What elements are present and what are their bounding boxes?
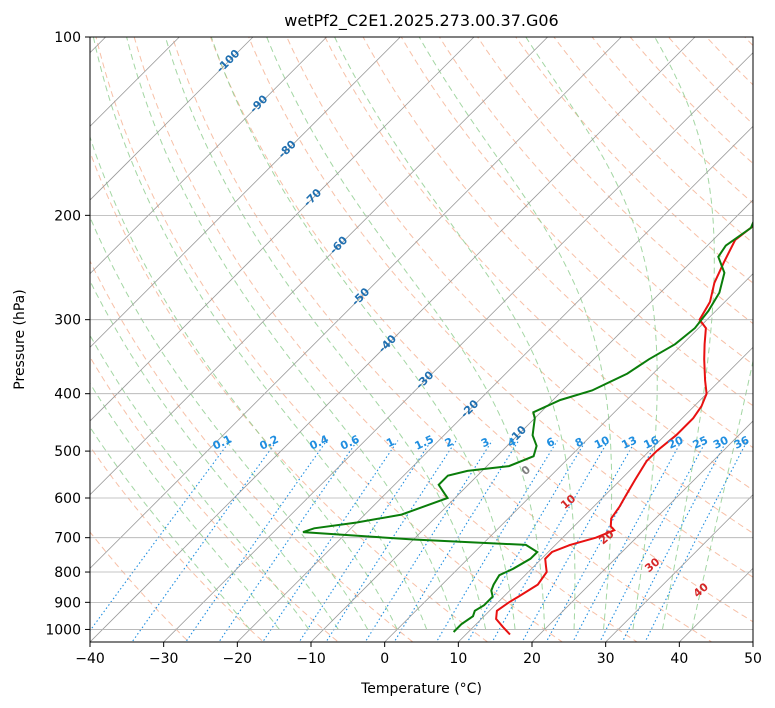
y-axis: 100 200 300 400 500 600 700 800 900 1000: [45, 30, 90, 638]
dry-adiabat: [90, 445, 265, 642]
dry-adiabat: [362, 37, 753, 449]
y-tick-label: 1000: [45, 622, 81, 638]
x-tick-label: 40: [670, 651, 688, 667]
moist-adiabat: [418, 37, 613, 630]
plot-frame: [89, 36, 754, 643]
pressure-grid: [90, 37, 753, 630]
mixing-ratio-line: [466, 440, 587, 642]
y-tick-label: 900: [54, 595, 81, 611]
moist-adiabat: [90, 426, 251, 630]
moist-adiabat: [266, 37, 546, 630]
mixing-ratio-line: [521, 440, 637, 642]
moist-adiabat: [334, 37, 576, 630]
moist-adiabat: [210, 37, 516, 630]
mixing-ratio-line: [491, 440, 609, 642]
mixing-ratio-line: [435, 440, 558, 642]
x-tick-label: 50: [744, 651, 762, 667]
isotherm-line: [531, 420, 753, 642]
dry-adiabat: [95, 37, 564, 642]
x-tick-label: 30: [597, 651, 615, 667]
y-tick-label: 800: [54, 565, 81, 581]
plot-area: [90, 37, 753, 642]
mixing-ratio-label: 36: [732, 433, 752, 451]
mixing-ratio-label: 10: [592, 433, 612, 451]
x-tick-label: −20: [223, 651, 253, 667]
isotherm-line: [90, 37, 401, 348]
y-tick-label: 200: [54, 208, 81, 224]
x-tick-label: −40: [75, 651, 105, 667]
x-axis: −40 −30 −20 −10 0 10 20 30 40 50: [75, 642, 762, 667]
x-tick-label: −30: [149, 651, 179, 667]
isotherm-line: [90, 37, 475, 422]
moist-adiabat: [90, 334, 310, 630]
moist-adiabat: [90, 215, 369, 630]
dry-adiabat: [90, 531, 190, 642]
moist-adiabat: [90, 135, 398, 630]
temperature-profile-line: [495, 224, 753, 636]
dry-adiabat: [171, 37, 713, 642]
mixing-ratio-line: [298, 440, 432, 642]
isotherm-line: [237, 125, 753, 642]
mixing-ratio-label: 25: [691, 434, 710, 452]
y-tick-label: 100: [54, 30, 81, 46]
x-tick-label: 0: [380, 651, 389, 667]
x-tick-label: 10: [449, 651, 467, 667]
isotherm-line: [90, 37, 548, 496]
isotherm-line: [605, 494, 753, 642]
mixing-ratio-line: [364, 440, 493, 642]
chart-title: wetPf2_C2E1.2025.273.00.37.G06: [284, 11, 558, 31]
dewpoint-profile-line: [302, 220, 753, 633]
moist-adiabat: [691, 358, 753, 630]
moist-adiabat: [92, 37, 428, 630]
mixing-ratio-label: 16: [642, 433, 662, 451]
moist-adiabat: [525, 37, 658, 630]
mixing-ratio-line: [262, 440, 399, 642]
isotherm-line: [384, 273, 753, 642]
mixing-ratio-line: [621, 440, 728, 642]
moist-adiabat: [90, 279, 339, 630]
mixing-ratio-line: [325, 440, 457, 642]
x-tick-label: −10: [296, 651, 326, 667]
dry-adiabat: [133, 37, 638, 642]
y-axis-title: Pressure (hPa): [12, 289, 28, 389]
moist-adiabat: [90, 382, 280, 630]
isotherm-line: [90, 37, 696, 642]
dry-adiabat: [248, 37, 753, 578]
x-axis-title: Temperature (°C): [360, 681, 482, 697]
mixing-ratio-label: 20: [666, 433, 686, 451]
mixing-ratio-label: 30: [711, 433, 731, 451]
mixing-ratio-line: [545, 440, 659, 642]
y-tick-label: 400: [54, 387, 81, 403]
isotherm-line: [90, 37, 327, 275]
isotherm-line: [90, 37, 622, 569]
y-tick-label: 500: [54, 444, 81, 460]
isotherm-line: [90, 37, 254, 201]
dry-adiabat: [90, 259, 414, 642]
moist-adiabat: [164, 37, 487, 630]
mixing-ratio-line: [131, 440, 278, 642]
dry-adiabat: [515, 37, 753, 284]
y-tick-label: 300: [54, 313, 81, 329]
y-tick-label: 700: [54, 531, 81, 547]
x-tick-label: 20: [523, 651, 541, 667]
y-tick-label: 600: [54, 491, 81, 507]
mixing-ratio-label: 13: [620, 434, 639, 452]
isotherm-line: [310, 199, 753, 642]
moist-adiabat: [126, 37, 457, 630]
isotherm-line: [458, 346, 753, 642]
moist-adiabat: [654, 37, 715, 630]
background-lines: [90, 37, 753, 642]
mixing-ratio-line: [599, 440, 707, 642]
profile-series: [302, 220, 753, 636]
mixing-ratio-line: [644, 440, 748, 642]
dry-adiabat: [324, 37, 753, 491]
dry-adiabat: [90, 150, 489, 642]
mixing-ratio-line: [572, 440, 683, 642]
dry-adiabat: [90, 356, 340, 642]
isotherm-line: [163, 52, 753, 642]
